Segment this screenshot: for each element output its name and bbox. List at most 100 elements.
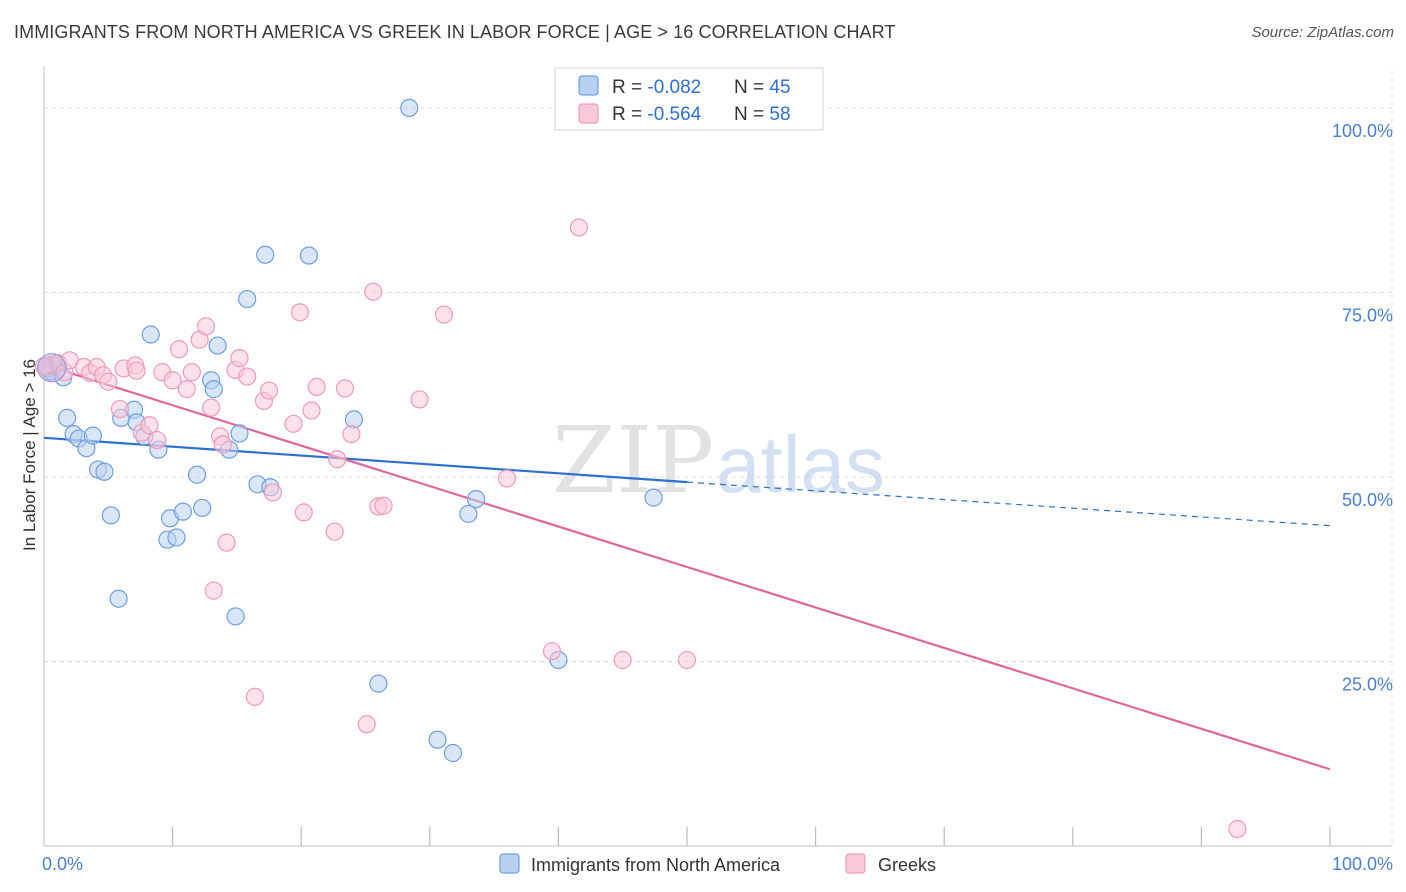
legend-r-label: R = bbox=[612, 77, 647, 98]
y-tick-label: 50.0% bbox=[1342, 490, 1393, 510]
svg-text:R = -0.564: R = -0.564 bbox=[612, 104, 702, 125]
svg-text:R = -0.082: R = -0.082 bbox=[612, 77, 701, 98]
point-greeks bbox=[196, 317, 216, 336]
point-greeks bbox=[217, 533, 236, 552]
point-greeks bbox=[302, 401, 321, 420]
point-greeks bbox=[230, 349, 249, 368]
bottom-legend-swatch-immigrants bbox=[499, 853, 520, 874]
point-immigrants bbox=[400, 98, 419, 118]
point-greeks bbox=[204, 581, 223, 600]
point-greeks bbox=[213, 435, 232, 454]
point-greeks bbox=[328, 450, 347, 469]
point-greeks bbox=[110, 399, 129, 419]
point-greeks bbox=[127, 361, 146, 380]
legend-n-value: 45 bbox=[769, 77, 790, 98]
grid-lines bbox=[44, 71, 1393, 846]
point-immigrants bbox=[208, 336, 227, 355]
y-tick-label: 100.0% bbox=[1332, 121, 1393, 141]
point-greeks bbox=[284, 414, 303, 433]
trend-line-immigrants-extension bbox=[686, 481, 1331, 527]
point-immigrants bbox=[238, 289, 257, 309]
point-immigrants bbox=[644, 488, 663, 507]
legend-r-value: -0.082 bbox=[647, 77, 701, 98]
point-immigrants bbox=[459, 504, 478, 523]
point-greeks bbox=[245, 687, 265, 707]
point-greeks bbox=[202, 398, 221, 417]
point-greeks bbox=[259, 381, 279, 400]
point-greeks bbox=[182, 363, 201, 382]
bottom-legend-label-greeks: Greeks bbox=[878, 855, 936, 875]
point-greeks bbox=[542, 642, 562, 661]
point-greeks bbox=[342, 425, 361, 444]
point-greeks bbox=[140, 416, 159, 435]
point-immigrants bbox=[187, 465, 207, 484]
point-greeks bbox=[307, 377, 326, 397]
point-greeks bbox=[294, 503, 313, 522]
source-credit: Source: ZipAtlas.com bbox=[1251, 24, 1394, 41]
point-immigrants bbox=[83, 426, 102, 445]
point-immigrants bbox=[58, 408, 77, 428]
point-immigrants bbox=[95, 462, 114, 481]
point-greeks bbox=[177, 380, 196, 399]
watermark-zip: ZIP bbox=[552, 407, 714, 514]
point-immigrants bbox=[299, 246, 319, 265]
point-greeks bbox=[374, 496, 393, 515]
point-greeks bbox=[410, 390, 429, 409]
point-immigrants bbox=[256, 245, 275, 264]
point-greeks bbox=[148, 430, 167, 450]
point-greeks bbox=[163, 371, 182, 390]
bottom-legend-label-immigrants: Immigrants from North America bbox=[531, 855, 781, 875]
svg-text:N = 45: N = 45 bbox=[734, 77, 791, 98]
point-greeks bbox=[357, 715, 376, 734]
point-greeks bbox=[99, 372, 118, 391]
point-immigrants bbox=[193, 498, 212, 518]
point-greeks bbox=[335, 379, 355, 398]
point-immigrants bbox=[443, 743, 463, 763]
legend-r-value: -0.564 bbox=[647, 104, 701, 125]
point-immigrants bbox=[204, 380, 223, 399]
point-greeks bbox=[290, 303, 310, 322]
data-points bbox=[34, 98, 1247, 839]
legend-n-label: N = bbox=[734, 77, 769, 98]
point-greeks bbox=[677, 650, 697, 670]
legend-n-value: 58 bbox=[769, 104, 790, 125]
point-immigrants bbox=[344, 410, 364, 429]
point-greeks bbox=[325, 522, 344, 541]
point-greeks bbox=[169, 340, 189, 359]
point-greeks bbox=[263, 483, 283, 502]
point-greeks bbox=[364, 282, 383, 301]
watermark-atlas: atlas bbox=[716, 420, 885, 509]
chart-title: IMMIGRANTS FROM NORTH AMERICA VS GREEK I… bbox=[14, 22, 896, 42]
point-immigrants bbox=[466, 489, 486, 509]
point-greeks bbox=[497, 469, 517, 488]
bottom-legend: Immigrants from North America Greeks bbox=[499, 853, 936, 875]
point-immigrants bbox=[428, 730, 447, 749]
legend-box: R = -0.082 N = 45 R = -0.564 N = 58 bbox=[554, 67, 824, 131]
y-tick-label: 75.0% bbox=[1342, 305, 1393, 325]
point-greeks bbox=[613, 650, 632, 670]
legend-swatch-immigrants bbox=[578, 75, 599, 96]
x-tick-label: 0.0% bbox=[42, 854, 83, 874]
trend-line-greeks bbox=[43, 363, 1331, 771]
point-immigrants bbox=[173, 502, 192, 521]
y-axis-label: In Labor Force | Age > 16 bbox=[20, 359, 39, 551]
legend-r-label: R = bbox=[612, 104, 647, 125]
point-greeks bbox=[1228, 819, 1247, 839]
point-greeks bbox=[238, 367, 257, 386]
legend-swatch-greeks bbox=[578, 103, 599, 124]
point-greeks bbox=[434, 305, 454, 324]
bottom-legend-swatch-greeks bbox=[845, 853, 866, 874]
point-immigrants bbox=[226, 607, 245, 626]
point-immigrants bbox=[101, 506, 120, 525]
svg-text:N = 58: N = 58 bbox=[734, 104, 791, 125]
point-immigrants bbox=[369, 674, 388, 693]
point-immigrants bbox=[141, 325, 160, 344]
legend-n-label: N = bbox=[734, 104, 769, 125]
tick-labels: 25.0% 50.0% 75.0% 100.0% 0.0% 100.0% bbox=[42, 121, 1393, 874]
x-tick-label: 100.0% bbox=[1332, 854, 1393, 874]
axes bbox=[43, 66, 1392, 847]
point-greeks bbox=[569, 218, 589, 237]
y-tick-label: 25.0% bbox=[1342, 674, 1393, 694]
point-cluster bbox=[37, 353, 67, 383]
